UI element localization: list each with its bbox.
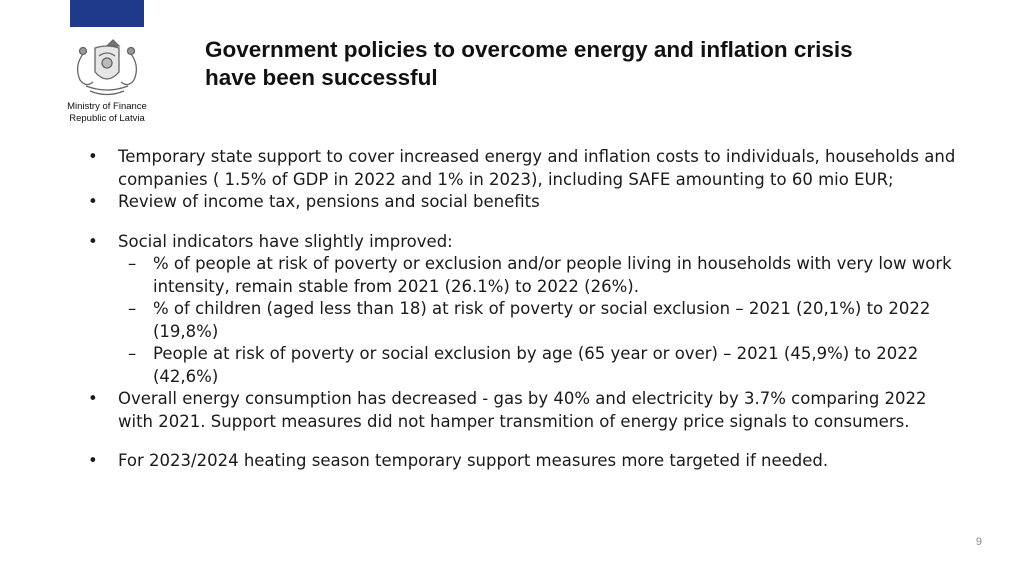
bullet-text: Review of income tax, pensions and socia… [118, 192, 540, 211]
bullet-marker: • [88, 192, 98, 211]
bullet-text: Temporary state support to cover increas… [118, 147, 956, 189]
latvia-coat-of-arms-icon [76, 39, 138, 96]
sub-bullet-item: – % of children (aged less than 18) at r… [88, 298, 958, 343]
bullet-item: • Overall energy consumption has decreas… [88, 388, 958, 433]
bullet-marker: • [88, 147, 98, 166]
bullet-item: • Social indicators have slightly improv… [88, 231, 958, 254]
slide-content: • Temporary state support to cover incre… [88, 146, 958, 473]
sub-bullet-text: % of children (aged less than 18) at ris… [153, 299, 931, 341]
dash-marker: – [128, 299, 137, 318]
org-line-2: Republic of Latvia [69, 113, 145, 124]
sub-bullet-text: People at risk of poverty or social excl… [153, 344, 919, 386]
title-line-2: have been successful [205, 65, 438, 90]
title-line-1: Government policies to overcome energy a… [205, 37, 853, 62]
bullet-item: • Review of income tax, pensions and soc… [88, 191, 958, 214]
sub-bullet-item: – % of people at risk of poverty or excl… [88, 253, 958, 298]
dash-marker: – [128, 344, 137, 363]
slide-title: Government policies to overcome energy a… [205, 36, 965, 92]
bullet-text: Social indicators have slightly improved… [118, 231, 453, 251]
sub-bullet-item: – People at risk of poverty or social ex… [88, 343, 958, 388]
brand-color-bar [70, 0, 144, 27]
bullet-item: • Temporary state support to cover incre… [88, 146, 958, 191]
bullet-marker: • [88, 389, 98, 408]
bullet-text: Overall energy consumption has decreased… [118, 389, 927, 431]
bullet-item: • For 2023/2024 heating season temporary… [88, 450, 958, 473]
bullet-marker: • [88, 231, 98, 251]
bullet-marker: • [88, 451, 98, 470]
dash-marker: – [128, 254, 137, 273]
sub-bullet-text: % of people at risk of poverty or exclus… [153, 254, 952, 296]
organization-name: Ministry of Finance Republic of Latvia [56, 101, 158, 125]
page-number: 9 [975, 536, 982, 548]
org-line-1: Ministry of Finance [67, 101, 147, 112]
bullet-text: For 2023/2024 heating season temporary s… [118, 451, 829, 470]
